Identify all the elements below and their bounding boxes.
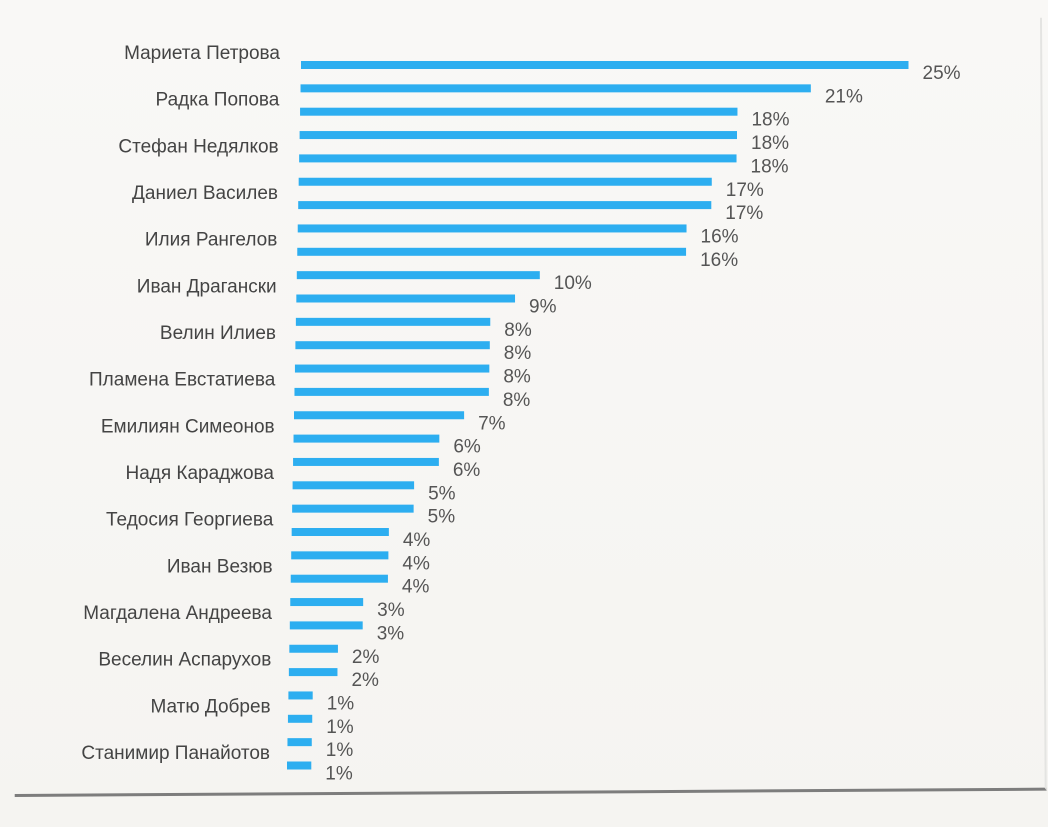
bar-value-label: 2% xyxy=(351,670,379,691)
bar-value-label: 17% xyxy=(725,203,763,224)
bar-value-label: 8% xyxy=(504,320,532,341)
bar-value-label: 7% xyxy=(478,413,506,434)
category-labels-group: Мариета Петрова Радка Попова Стефан Недялк… xyxy=(81,43,280,764)
bar-value-label: 5% xyxy=(428,507,456,528)
bar xyxy=(299,131,737,140)
bar xyxy=(288,691,313,700)
bar xyxy=(294,411,465,420)
bar xyxy=(296,271,540,280)
bar xyxy=(292,481,415,490)
bar xyxy=(291,551,389,560)
category-label: Велин Илиев xyxy=(160,323,276,344)
bar-value-label: 17% xyxy=(726,180,764,201)
value-labels-group: 25%21%18%18%18%17%17%16%16%10%9%8%8%8%8%… xyxy=(325,63,960,785)
bar xyxy=(297,224,687,233)
bar-value-label: 1% xyxy=(327,693,355,714)
bar-value-label: 18% xyxy=(751,133,789,154)
bar xyxy=(294,364,490,373)
bar-value-label: 21% xyxy=(825,86,863,107)
bar-value-label: 2% xyxy=(352,647,380,668)
bar-value-label: 1% xyxy=(326,717,354,738)
bar-value-label: 1% xyxy=(325,764,353,785)
bar xyxy=(288,668,338,677)
bar xyxy=(299,154,737,163)
category-label: Емилиян Симеонов xyxy=(101,416,275,437)
bar xyxy=(289,644,338,653)
bar-value-label: 4% xyxy=(402,577,430,598)
bar xyxy=(293,434,440,443)
category-label: Иван Драгански xyxy=(137,276,277,297)
category-label: Иван Везюв xyxy=(167,556,273,577)
bars-group xyxy=(287,61,909,770)
category-label: Радка Попова xyxy=(156,90,280,111)
bar xyxy=(297,247,687,256)
bar-value-label: 8% xyxy=(503,390,531,411)
bar xyxy=(296,294,516,303)
category-label: Станимир Панайотов xyxy=(81,743,270,764)
bar xyxy=(292,504,414,513)
category-label: Тедосия Георгиева xyxy=(106,510,274,531)
bar xyxy=(295,341,490,350)
bar-value-label: 1% xyxy=(326,740,354,761)
category-label: Мариета Петрова xyxy=(124,43,280,64)
bar xyxy=(287,714,313,723)
bar xyxy=(290,598,364,607)
bar xyxy=(300,84,811,93)
bar-value-label: 4% xyxy=(403,530,431,551)
category-label: Даниел Василев xyxy=(132,183,278,204)
bar xyxy=(293,457,439,466)
bar xyxy=(301,61,909,69)
bar xyxy=(300,107,738,116)
bar-value-label: 9% xyxy=(529,297,557,318)
bar-value-label: 25% xyxy=(923,63,961,84)
bar-value-label: 16% xyxy=(701,226,739,247)
bar-value-label: 16% xyxy=(700,250,738,271)
bar-value-label: 10% xyxy=(554,273,592,294)
bar-value-label: 3% xyxy=(377,623,405,644)
bar xyxy=(289,621,363,630)
bar-value-label: 5% xyxy=(428,483,456,504)
bar-value-label: 3% xyxy=(377,600,405,621)
bar-value-label: 18% xyxy=(751,156,789,177)
category-label: Матю Добрев xyxy=(150,696,270,717)
bar xyxy=(298,201,712,210)
category-label: Магдалена Андреева xyxy=(83,603,272,624)
bar-value-label: 6% xyxy=(453,460,481,481)
bar-value-label: 6% xyxy=(453,437,481,458)
category-label: Стефан Недялков xyxy=(118,136,278,157)
bar xyxy=(290,574,388,583)
bar xyxy=(291,528,389,536)
bar-value-label: 8% xyxy=(503,367,531,388)
bar xyxy=(295,317,491,326)
bar xyxy=(287,761,312,770)
category-label: Надя Караджова xyxy=(125,463,274,484)
bar-value-label: 4% xyxy=(402,553,430,574)
category-label: Веселин Аспарухов xyxy=(98,650,271,671)
bar-value-label: 8% xyxy=(504,343,532,364)
bar xyxy=(298,177,712,186)
category-label: Пламена Евстатиева xyxy=(89,370,276,391)
bar xyxy=(287,738,312,747)
bar-value-label: 18% xyxy=(751,110,789,131)
bar xyxy=(294,387,489,396)
category-label: Илия Рангелов xyxy=(145,230,277,251)
